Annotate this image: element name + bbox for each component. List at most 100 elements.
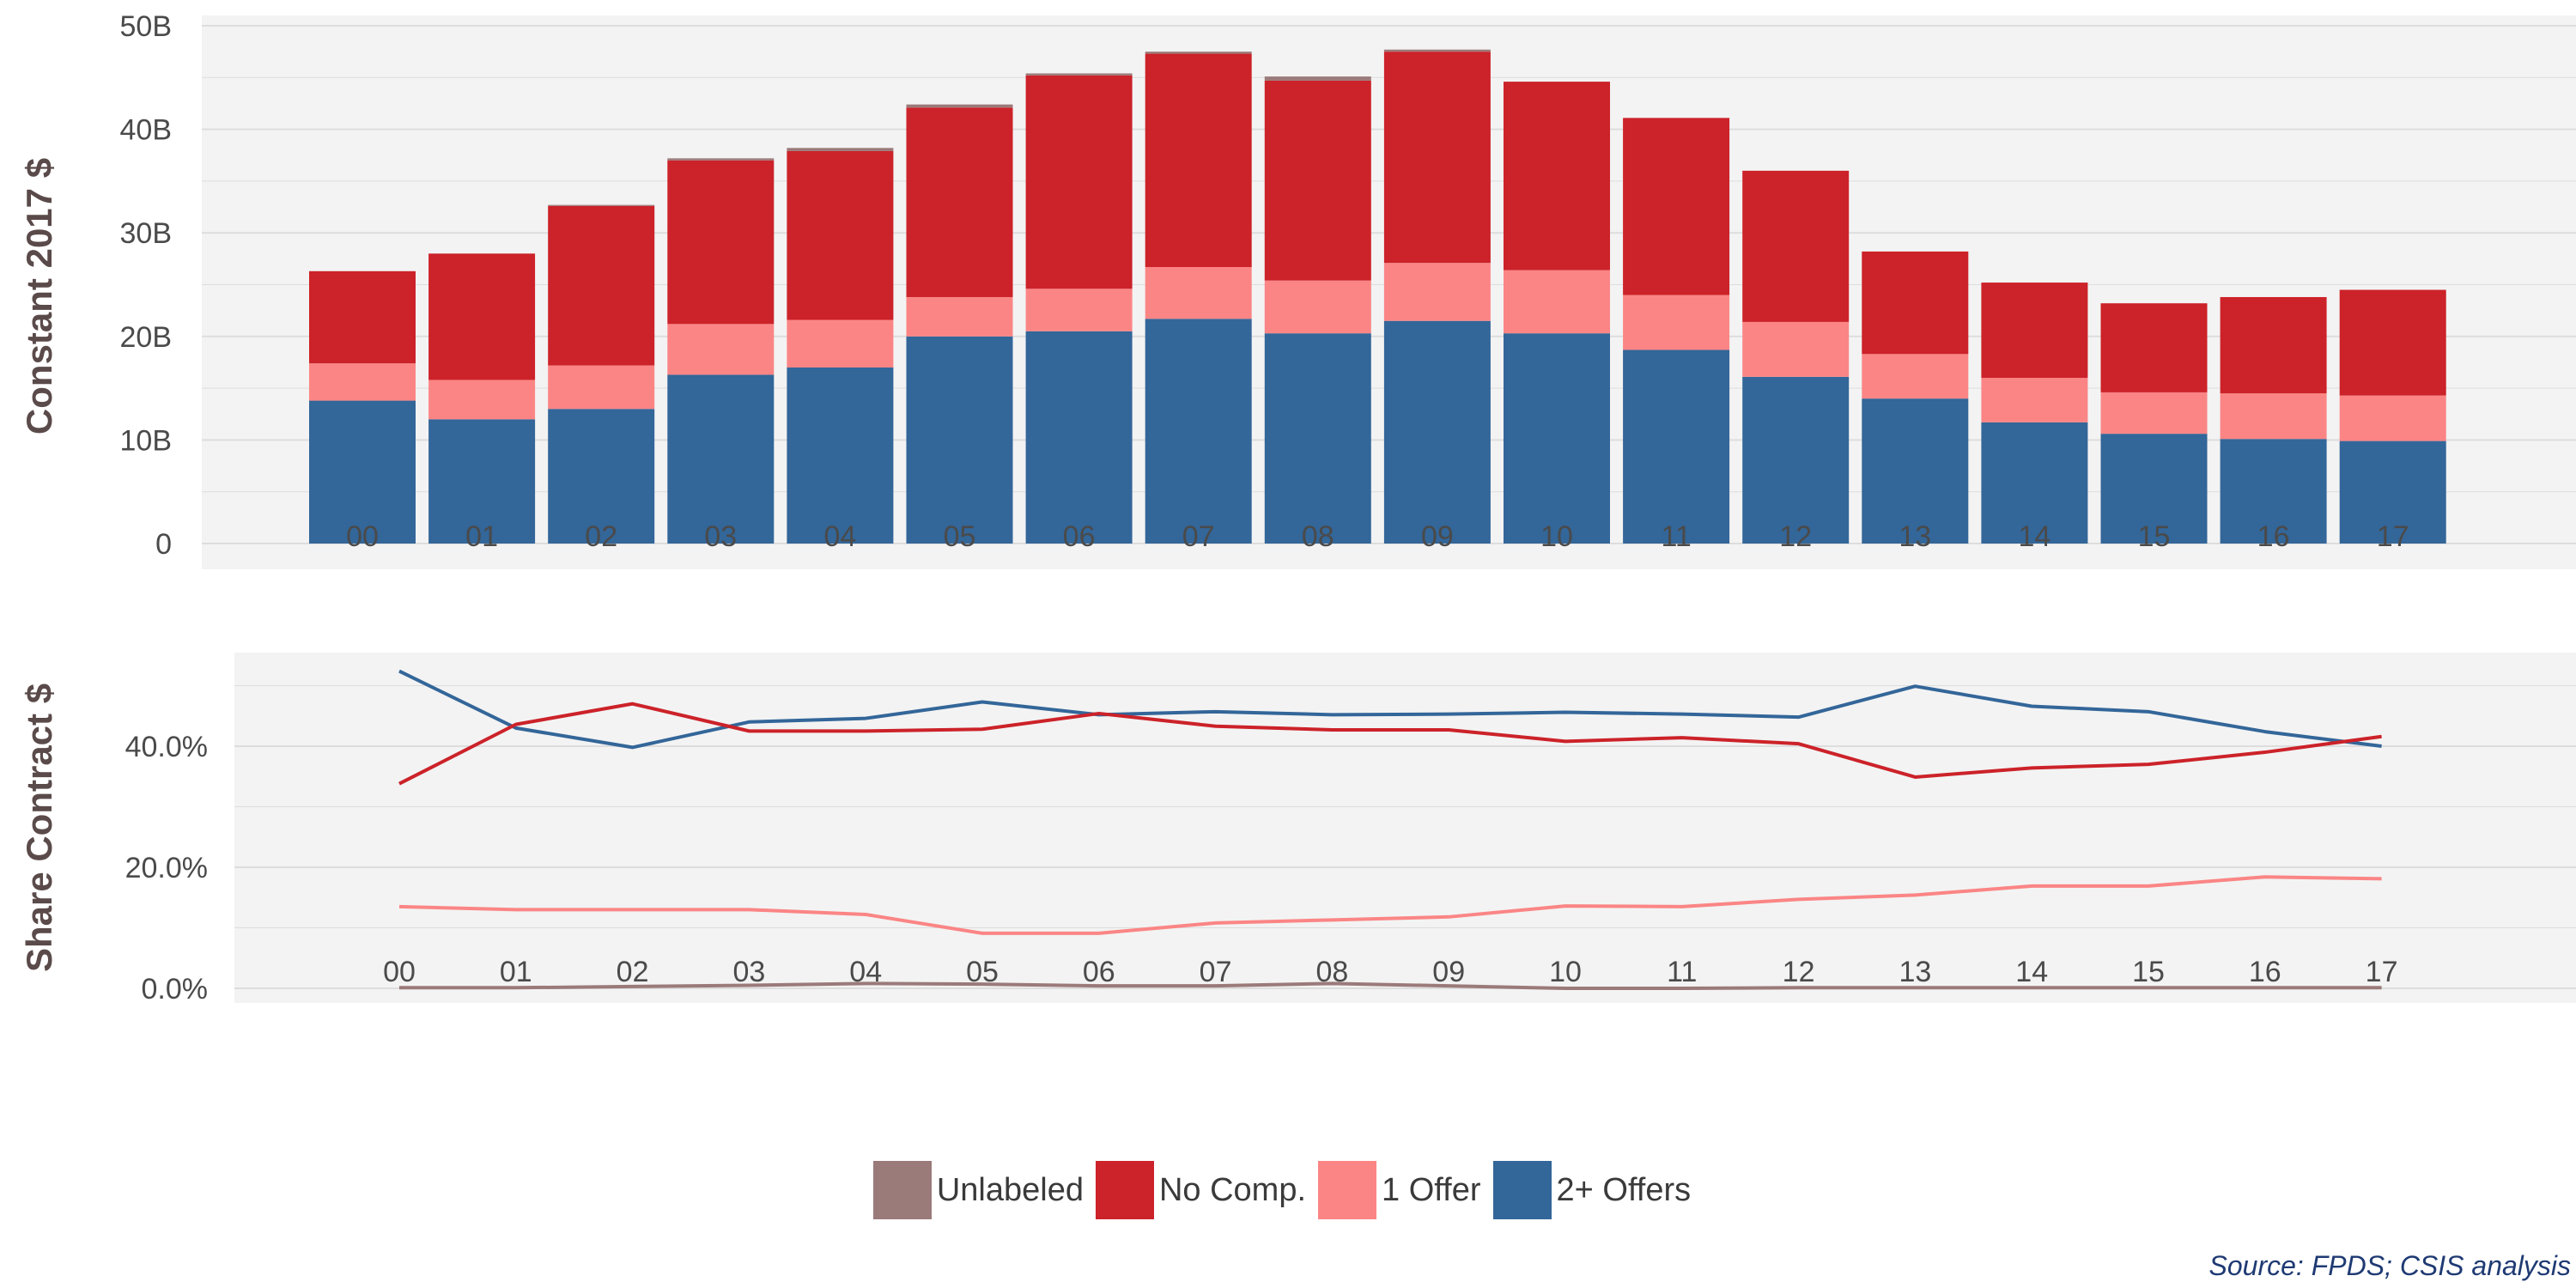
- bar-segment-2-offers: [1383, 320, 1491, 544]
- bar-segment-1-offer: [1981, 378, 2088, 422]
- bar-x-tick-label: 04: [823, 520, 856, 553]
- bar-segment-2-offers: [667, 374, 775, 544]
- bar-segment-2-offers: [1981, 422, 2088, 544]
- bar-segment-unlabeled: [1025, 73, 1133, 76]
- bar-x-tick-label: 13: [1899, 520, 1931, 553]
- bar-y-tick-label: 20B: [120, 321, 173, 354]
- line-x-tick-label: 08: [1315, 956, 1348, 988]
- line-x-tick-label: 04: [849, 956, 882, 988]
- line-x-tick-label: 01: [500, 956, 532, 988]
- bar-y-tick-label: 40B: [120, 114, 173, 147]
- legend-label: No Comp.: [1158, 1171, 1307, 1208]
- bar-segment-2-offers: [906, 336, 1013, 544]
- bar-segment-2-offers: [1862, 398, 1969, 544]
- bar-segment-2-offers: [1025, 331, 1133, 544]
- bar-x-tick-label: 17: [2377, 520, 2409, 553]
- bar-segment-1-offer: [1862, 354, 1969, 399]
- source-note: Source: FPDS; CSIS analysis: [2208, 1250, 2571, 1281]
- bar-segment-2-offers: [2339, 440, 2446, 544]
- bar-segment-1-offer: [1742, 321, 1850, 377]
- bar-segment-no-comp-: [1383, 52, 1491, 264]
- bar-segment-unlabeled: [667, 158, 775, 161]
- bar-segment-no-comp-: [2339, 289, 2446, 396]
- bar-x-tick-label: 14: [2018, 520, 2050, 553]
- bar-segment-1-offer: [1504, 270, 1610, 334]
- bar-segment-2-offers: [1504, 333, 1610, 544]
- bar-segment-unlabeled: [1264, 76, 1371, 81]
- legend-swatch: [1095, 1161, 1154, 1219]
- bar-x-tick-label: 16: [2257, 520, 2290, 553]
- bar-x-tick-label: 02: [585, 520, 617, 553]
- bar-segment-2-offers: [428, 419, 536, 544]
- bar-segment-no-comp-: [667, 160, 775, 325]
- line-x-tick-label: 13: [1899, 956, 1931, 988]
- legend-label: 1 Offer: [1382, 1171, 1481, 1208]
- legend-swatch: [1492, 1161, 1552, 1219]
- bar-segment-1-offer: [2220, 393, 2327, 440]
- legend-swatch: [872, 1161, 932, 1219]
- bar-y-tick-label: 10B: [120, 424, 173, 457]
- line-panel-series: [398, 669, 2382, 990]
- bar-panel-y-axis-label: Constant 2017 $: [19, 158, 59, 434]
- bar-segment-2-offers: [1623, 349, 1730, 544]
- bar-x-tick-label: 15: [2138, 520, 2171, 553]
- bar-segment-1-offer: [1383, 263, 1491, 321]
- line-x-tick-label: 05: [966, 956, 999, 988]
- bar-segment-1-offer: [1145, 266, 1252, 319]
- line-panel-y-ticks: 0.0% 20.0% 40.0%: [125, 731, 208, 1005]
- line-x-tick-label: 02: [617, 956, 649, 988]
- line-y-tick-label: 20.0%: [125, 852, 208, 884]
- bar-segment-1-offer: [548, 365, 655, 410]
- bar-segment-1-offer: [2100, 392, 2208, 434]
- bar-x-tick-label: 05: [944, 520, 976, 553]
- bar-segment-no-comp-: [1504, 82, 1610, 270]
- bar-segment-1-offer: [1264, 280, 1371, 334]
- bar-segment-unlabeled: [1383, 49, 1491, 52]
- bar-segment-no-comp-: [548, 205, 655, 366]
- bar-segment-no-comp-: [1623, 118, 1730, 295]
- bar-segment-2-offers: [787, 367, 894, 544]
- legend: Unlabeled No Comp. 1 Offer 2+ Offers: [0, 1161, 2576, 1219]
- bar-x-tick-label: 03: [704, 520, 737, 553]
- bar-segment-no-comp-: [309, 270, 416, 364]
- line-panel-y-axis-label: Share Contract $: [19, 683, 59, 972]
- line-x-tick-label: 16: [2249, 956, 2281, 988]
- legend-swatch: [1318, 1161, 1377, 1219]
- line-series-unlabeled: [399, 981, 2382, 990]
- bar-segment-1-offer: [787, 319, 894, 368]
- line-x-tick-label: 06: [1083, 956, 1115, 988]
- line-panel-x-ticks: 00 01 02 03 04 05 06 07 08 09 10 11 12 13 14 15 16 17: [383, 956, 2397, 988]
- bar-segment-2-offers: [2100, 434, 2208, 544]
- bar-x-tick-label: 01: [465, 520, 498, 553]
- legend-item: Unlabeled: [872, 1161, 1096, 1219]
- bar-panel-x-ticks: 00 01 02 03 04 05 06 07 08 09 10 11 12 13 14 15 16 17: [346, 520, 2409, 553]
- bar-segment-no-comp-: [1025, 75, 1133, 289]
- bar-x-tick-label: 09: [1421, 520, 1454, 553]
- line-x-tick-label: 03: [732, 956, 765, 988]
- bar-x-tick-label: 11: [1661, 520, 1691, 553]
- line-x-tick-label: 17: [2366, 956, 2398, 988]
- bar-segment-1-offer: [906, 296, 1013, 337]
- bar-segment-2-offers: [1742, 376, 1850, 544]
- bar-segment-1-offer: [2339, 395, 2446, 441]
- bar-segment-unlabeled: [548, 204, 655, 206]
- line-x-tick-label: 15: [2132, 956, 2165, 988]
- bar-segment-1-offer: [1623, 295, 1730, 350]
- line-series-1-offer: [398, 875, 2382, 935]
- bar-segment-no-comp-: [1145, 53, 1252, 267]
- line-y-tick-label: 40.0%: [125, 731, 208, 763]
- bar-segment-unlabeled: [906, 104, 1013, 108]
- bar-segment-no-comp-: [2220, 296, 2327, 394]
- bar-y-tick-label: 50B: [120, 10, 173, 43]
- line-x-tick-label: 09: [1432, 956, 1465, 988]
- bar-x-tick-label: 00: [346, 520, 379, 553]
- bar-segment-1-offer: [309, 363, 416, 401]
- bar-x-tick-label: 07: [1182, 520, 1215, 553]
- bar-x-tick-label: 10: [1540, 520, 1573, 553]
- legend-item: 1 Offer: [1318, 1161, 1492, 1219]
- bar-panel-bars: [309, 49, 2446, 544]
- line-x-tick-label: 07: [1200, 956, 1232, 988]
- line-x-tick-label: 11: [1667, 956, 1697, 988]
- bar-segment-no-comp-: [2100, 303, 2208, 392]
